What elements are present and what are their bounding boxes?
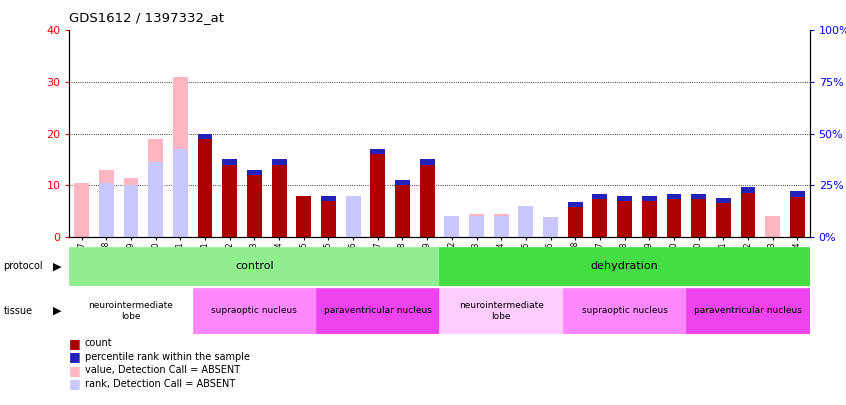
Bar <box>371 149 385 154</box>
Bar <box>667 194 681 199</box>
Text: supraoptic nucleus: supraoptic nucleus <box>581 306 667 315</box>
Text: rank, Detection Call = ABSENT: rank, Detection Call = ABSENT <box>85 379 235 388</box>
Text: ■: ■ <box>69 377 81 390</box>
Text: tissue: tissue <box>3 306 32 316</box>
Bar <box>198 134 212 237</box>
Bar <box>494 214 508 237</box>
Bar <box>592 194 607 199</box>
Bar <box>494 216 508 237</box>
Text: ▶: ▶ <box>53 262 62 271</box>
Bar <box>74 183 89 237</box>
Bar <box>316 288 440 334</box>
Bar <box>469 216 484 237</box>
Text: count: count <box>85 339 113 348</box>
Bar <box>193 288 316 334</box>
Text: protocol: protocol <box>3 262 43 271</box>
Bar <box>716 198 731 203</box>
Text: paraventricular nucleus: paraventricular nucleus <box>324 306 431 315</box>
Text: paraventricular nucleus: paraventricular nucleus <box>694 306 802 315</box>
Bar <box>346 196 360 237</box>
Text: supraoptic nucleus: supraoptic nucleus <box>212 306 298 315</box>
Bar <box>519 206 533 237</box>
Bar <box>247 170 261 175</box>
Bar <box>124 177 139 237</box>
Bar <box>790 192 805 237</box>
Bar <box>469 214 484 237</box>
Bar <box>69 247 440 286</box>
Bar <box>617 196 632 237</box>
Bar <box>346 196 360 237</box>
Text: ■: ■ <box>69 364 81 377</box>
Text: value, Detection Call = ABSENT: value, Detection Call = ABSENT <box>85 365 239 375</box>
Text: dehydration: dehydration <box>591 261 658 271</box>
Bar <box>148 162 163 237</box>
Bar <box>247 170 261 237</box>
Bar <box>321 196 336 237</box>
Bar <box>371 149 385 237</box>
Bar <box>148 139 163 237</box>
Bar <box>222 160 237 237</box>
Text: neurointermediate
lobe: neurointermediate lobe <box>459 301 544 320</box>
Bar <box>568 202 583 237</box>
Bar <box>420 160 435 237</box>
Bar <box>642 196 656 201</box>
Bar <box>395 180 409 237</box>
Text: control: control <box>235 261 274 271</box>
Bar <box>617 196 632 201</box>
Bar <box>272 160 287 164</box>
Bar <box>691 194 706 199</box>
Bar <box>99 183 113 237</box>
Bar <box>173 149 188 237</box>
Bar <box>444 216 459 237</box>
Bar <box>296 196 311 237</box>
Bar <box>296 203 311 237</box>
Bar <box>563 288 686 334</box>
Bar <box>272 160 287 237</box>
Bar <box>740 188 755 237</box>
Bar <box>321 196 336 201</box>
Bar <box>642 196 656 237</box>
Bar <box>173 77 188 237</box>
Bar <box>592 194 607 237</box>
Bar <box>667 194 681 237</box>
Bar <box>716 198 731 237</box>
Bar <box>691 194 706 237</box>
Bar <box>395 180 409 185</box>
Bar <box>765 216 780 237</box>
Bar <box>440 247 810 286</box>
Bar <box>444 216 459 237</box>
Text: ▶: ▶ <box>53 306 62 316</box>
Bar <box>296 209 311 237</box>
Text: percentile rank within the sample: percentile rank within the sample <box>85 352 250 362</box>
Bar <box>790 192 805 197</box>
Bar <box>420 160 435 164</box>
Bar <box>198 134 212 139</box>
Bar <box>543 217 558 237</box>
Bar <box>543 217 558 237</box>
Text: neurointermediate
lobe: neurointermediate lobe <box>89 301 173 320</box>
Bar <box>568 202 583 207</box>
Bar <box>740 188 755 192</box>
Text: ■: ■ <box>69 337 81 350</box>
Bar <box>686 288 810 334</box>
Bar <box>440 288 563 334</box>
Text: ■: ■ <box>69 350 81 363</box>
Bar <box>222 160 237 164</box>
Bar <box>124 185 139 237</box>
Bar <box>69 288 193 334</box>
Text: GDS1612 / 1397332_at: GDS1612 / 1397332_at <box>69 11 224 24</box>
Bar <box>519 206 533 237</box>
Bar <box>99 170 113 237</box>
